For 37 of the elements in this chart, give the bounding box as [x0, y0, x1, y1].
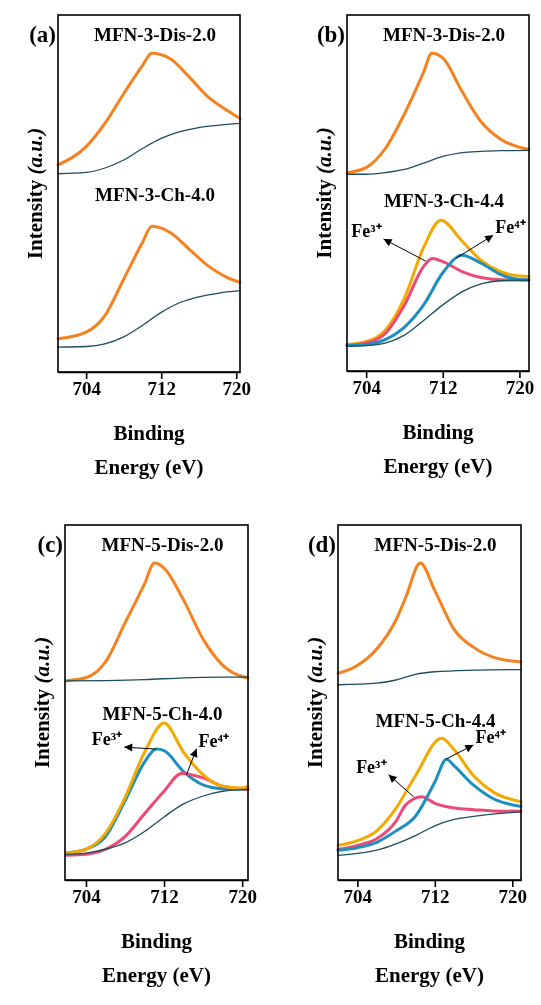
x-axis-title: Binding Energy (eV) [383, 420, 493, 478]
chart-title: (c) [37, 532, 63, 557]
chart-title: (b) [316, 22, 345, 47]
y-axis-title: Intensity (a.u.) [312, 127, 336, 259]
x-tick-label: 720 [228, 886, 257, 908]
x-tick-label: 712 [150, 886, 179, 908]
x-axis-title: Binding Energy (eV) [101, 929, 212, 987]
text: MFN-3-Dis-2.0 [383, 24, 505, 45]
annotation: Fe³⁺ [91, 729, 123, 750]
text: MFN-3-Dis-2.0 [94, 24, 216, 45]
annotation: MFN-5-Ch-4.0 [102, 703, 223, 725]
y-axis-title: Intensity (a.u.) [303, 636, 327, 769]
x-tick-label: 712 [429, 377, 458, 399]
annotation: Fe⁴⁺ [475, 726, 506, 747]
annotation: MFN-3-Ch-4.4 [384, 190, 505, 212]
chart-title: (d) [307, 532, 336, 557]
annotation: Fe⁴⁺ [198, 730, 229, 751]
x-tick-label: 720 [505, 377, 535, 399]
x-tick-label: 712 [421, 886, 450, 908]
y-axis-title: Intensity (a.u.) [30, 636, 54, 769]
annotation: MFN-3-Ch-4.0 [95, 183, 215, 205]
x-tick-label: 720 [498, 886, 528, 908]
x-tick-label: 712 [147, 378, 176, 400]
annotation: Fe³⁺ [351, 221, 382, 242]
x-tick-label: 704 [343, 886, 373, 908]
x-tick-label: 720 [222, 378, 251, 400]
chart-title: (a) [29, 22, 56, 47]
annotation: Fe³⁺ [356, 756, 387, 777]
y-axis-title: Intensity (a.u.) [23, 127, 47, 260]
text: MFN-5-Dis-2.0 [374, 534, 497, 555]
x-tick-label: 704 [352, 377, 382, 399]
text: MFN-5-Dis-2.0 [101, 534, 224, 555]
x-axis-title: Binding Energy (eV) [374, 929, 485, 987]
annotation: Fe⁴⁺ [495, 217, 526, 238]
x-axis-title: Binding Energy (eV) [94, 421, 204, 479]
x-tick-label: 704 [72, 378, 102, 400]
x-tick-label: 704 [72, 886, 102, 908]
